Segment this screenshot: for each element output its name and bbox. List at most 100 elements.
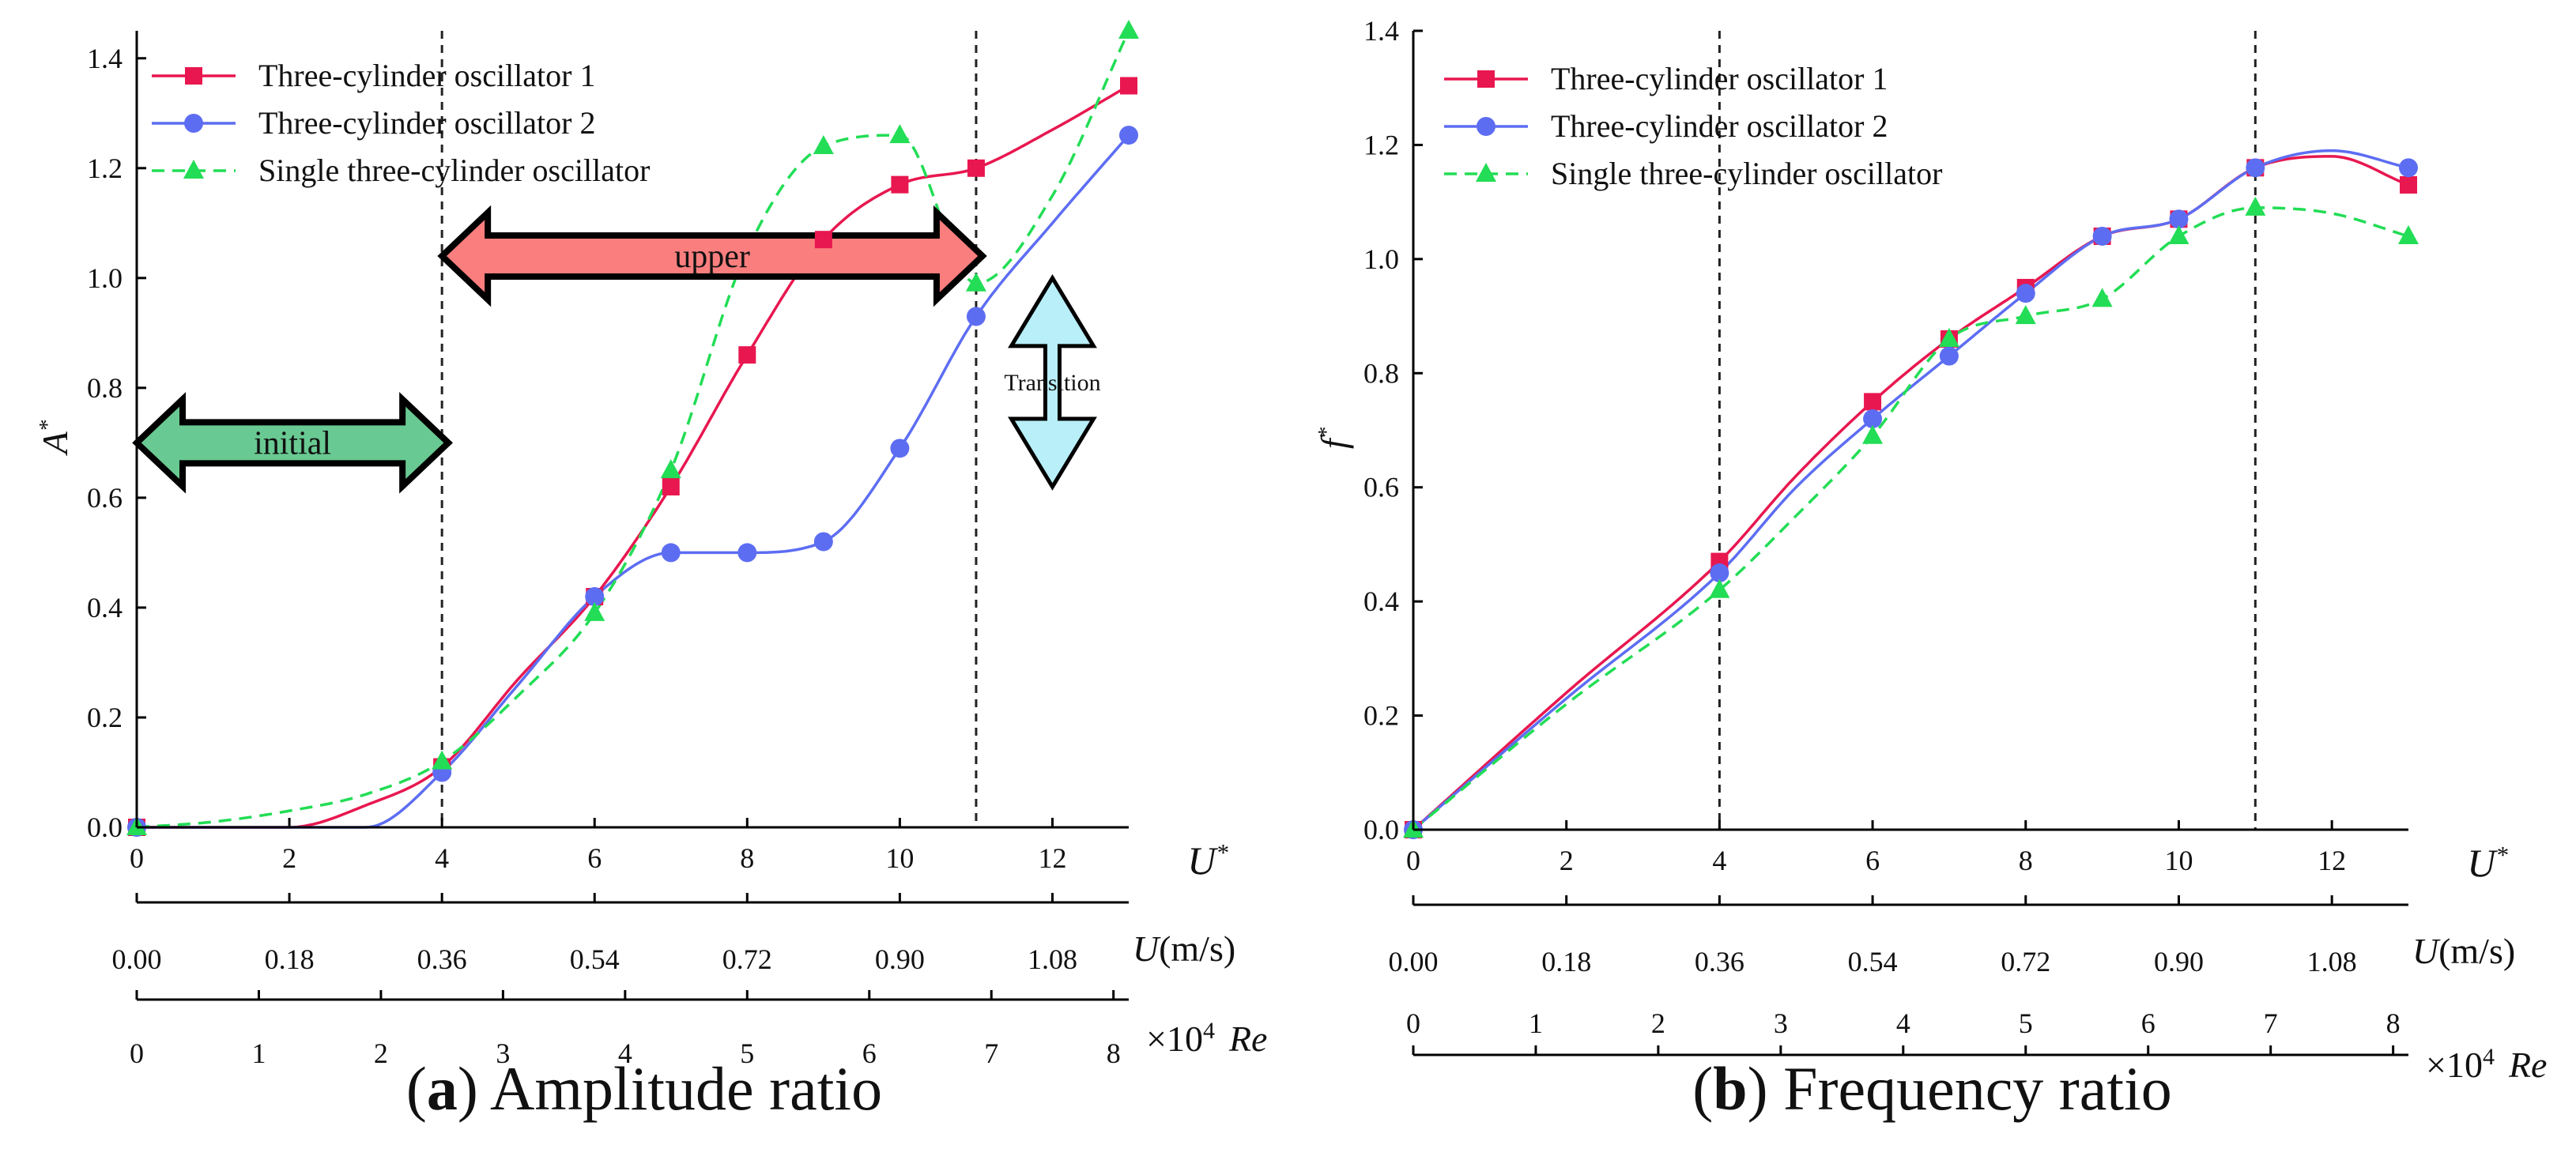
reynolds-tick-label: 8: [1107, 1038, 1121, 1069]
initial-branch-arrow: initial: [132, 392, 453, 494]
y-tick-label: 0.4: [87, 592, 123, 623]
region-label: Transition: [1004, 370, 1100, 396]
data-point-circle: [585, 587, 605, 607]
reynolds-tick-label: 3: [1774, 1007, 1788, 1039]
reynolds-tick-label: 6: [2141, 1007, 2155, 1039]
region-label: upper: [674, 239, 750, 275]
reynolds-tick-label: 2: [1651, 1007, 1665, 1039]
x-axis-label: U*: [1187, 838, 1228, 883]
x-tick-label: 0: [1406, 845, 1420, 876]
data-point-square: [738, 346, 756, 364]
upper-branch-arrow: upper: [437, 205, 987, 307]
data-point-circle: [1863, 409, 1883, 429]
y-tick-label: 1.4: [87, 43, 123, 74]
reynolds-tick-label: 5: [740, 1038, 754, 1069]
double-arrow-shape: [1008, 273, 1097, 491]
data-point-triangle: [1938, 327, 1959, 347]
data-point-triangle: [1862, 424, 1884, 444]
y-tick-label: 1.0: [1363, 243, 1399, 275]
series-line: [1412, 155, 2409, 831]
caption-panel-b: (b) Frequency ratio: [1692, 1054, 2172, 1123]
data-point-triangle: [432, 750, 453, 770]
y-tick-label: 0.2: [87, 702, 123, 733]
data-point-triangle: [2398, 224, 2419, 244]
velocity-tick-label: 0.90: [2154, 946, 2204, 977]
legend-entry-label: Three-cylinder oscillator 2: [1551, 108, 1888, 144]
data-point-triangle: [2168, 224, 2189, 244]
velocity-tick-label: 0.00: [1389, 946, 1439, 977]
velocity-axis-label: U(m/s): [2412, 931, 2515, 971]
x-tick-label: 0: [130, 842, 144, 874]
y-tick-label: 0.0: [1363, 814, 1399, 845]
legend-entry-label: Single three-cylinder oscillator: [258, 153, 650, 188]
y-axis-label: f*: [1314, 427, 1354, 449]
legend-entry-label: Three-cylinder oscillator 1: [258, 58, 595, 93]
data-point-circle: [2246, 158, 2265, 178]
velocity-axis-label: U(m/s): [1133, 928, 1235, 969]
data-point-triangle: [813, 134, 834, 154]
reynolds-tick-label: 7: [2264, 1007, 2278, 1039]
velocity-tick-label: 0.54: [1848, 946, 1898, 977]
data-point-square: [662, 477, 680, 495]
x-tick-label: 12: [2318, 845, 2346, 876]
double-arrow-shape: [132, 392, 453, 494]
data-point-circle: [813, 532, 833, 552]
x-tick-label: 6: [587, 842, 602, 874]
velocity-tick-label: 1.08: [2307, 946, 2357, 977]
data-point-square: [1477, 70, 1495, 88]
reynolds-tick-label: 4: [618, 1038, 632, 1069]
data-point-triangle: [2015, 305, 2036, 325]
data-point-circle: [2399, 158, 2418, 178]
data-point-circle: [966, 307, 986, 326]
caption-panel-a: (a) Amplitude ratio: [405, 1054, 883, 1123]
data-point-circle: [2016, 284, 2035, 303]
data-point-circle: [1939, 346, 1959, 366]
velocity-tick-label: 0.36: [417, 943, 467, 975]
data-point-triangle: [1118, 20, 1139, 39]
legend-entry-label: Three-cylinder oscillator 2: [258, 105, 595, 141]
data-point-circle: [890, 439, 910, 458]
x-tick-label: 2: [1560, 845, 1574, 876]
data-point-triangle: [2091, 288, 2113, 307]
reynolds-tick-label: 0: [1406, 1007, 1420, 1039]
velocity-tick-label: 0.18: [1541, 946, 1591, 977]
data-point-triangle: [1476, 163, 1496, 182]
caption-letter: a: [426, 1054, 458, 1123]
reynolds-tick-label: 6: [862, 1038, 877, 1069]
series-line: [1412, 206, 2409, 831]
y-tick-label: 1.0: [87, 262, 123, 294]
data-point-square: [814, 231, 832, 249]
reynolds-axis-label: ×104 Re: [1146, 1018, 1267, 1060]
velocity-tick-label: 0.54: [570, 943, 620, 975]
data-point-square: [1864, 393, 1882, 411]
reynolds-tick-label: 5: [2019, 1007, 2033, 1039]
reynolds-tick-label: 1: [251, 1038, 266, 1069]
data-point-triangle: [660, 459, 681, 479]
reynolds-tick-label: 7: [984, 1038, 998, 1069]
x-tick-label: 8: [2019, 845, 2033, 876]
y-tick-label: 0.8: [87, 372, 123, 404]
y-tick-label: 0.4: [1363, 586, 1399, 617]
data-point-circle: [1710, 563, 1729, 583]
x-axis-label: U*: [2467, 841, 2508, 886]
y-tick-label: 0.6: [87, 482, 123, 514]
series-line: [1412, 149, 2409, 831]
y-axis-label: A*: [35, 420, 75, 456]
region-label: initial: [254, 425, 331, 461]
data-point-triangle: [889, 124, 911, 144]
velocity-tick-label: 0.72: [2001, 946, 2050, 977]
caption-letter: b: [1713, 1054, 1748, 1123]
data-point-circle: [1477, 117, 1495, 136]
x-tick-label: 12: [1038, 842, 1066, 874]
y-tick-label: 0.2: [1363, 700, 1399, 732]
reynolds-axis-label: ×104 Re: [2426, 1044, 2547, 1086]
data-point-circle: [661, 543, 681, 563]
velocity-tick-label: 0.36: [1695, 946, 1744, 977]
x-tick-label: 4: [1712, 845, 1726, 876]
double-arrow-shape: [437, 205, 987, 307]
reynolds-tick-label: 3: [496, 1038, 510, 1069]
velocity-tick-label: 0.00: [112, 943, 162, 975]
velocity-tick-label: 1.08: [1028, 943, 1077, 975]
reynolds-tick-label: 1: [1529, 1007, 1543, 1039]
velocity-tick-label: 0.18: [265, 943, 315, 975]
